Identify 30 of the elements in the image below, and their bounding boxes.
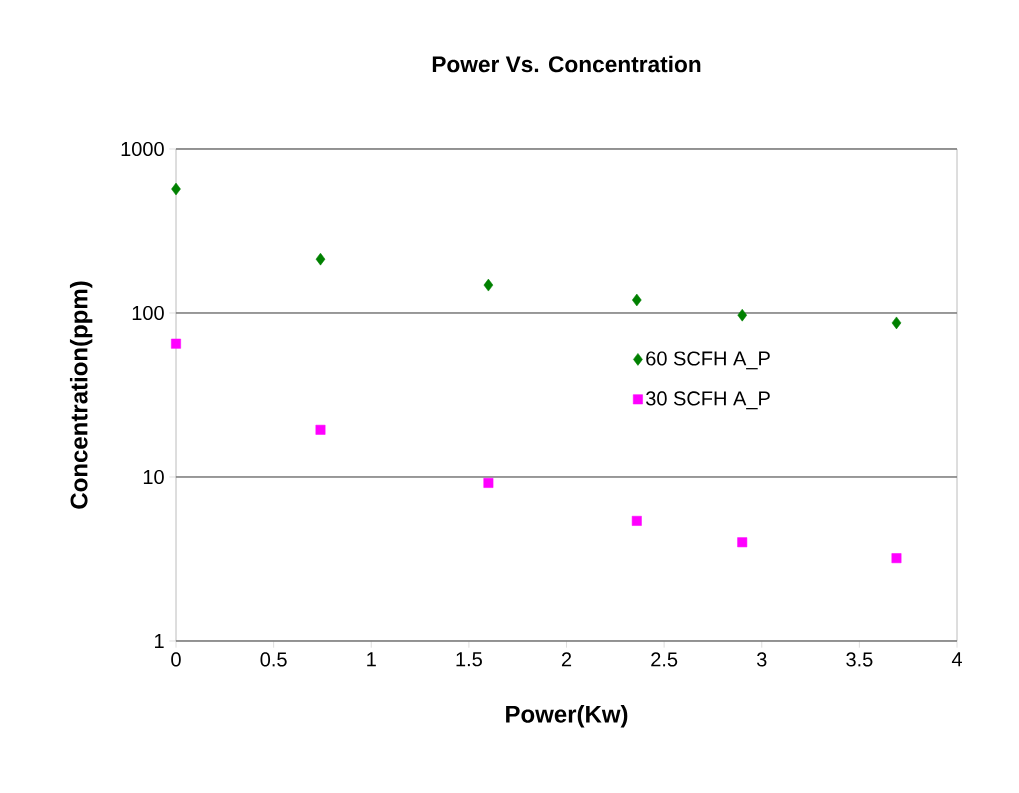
x-tick-label: 4 xyxy=(951,652,962,667)
y-tick-label: 1000 xyxy=(121,141,164,157)
point xyxy=(315,424,326,435)
x-tick-label: 0.5 xyxy=(260,652,287,667)
x-tick-label: 0 xyxy=(171,652,181,667)
point xyxy=(483,278,494,292)
y-tick-label: 10 xyxy=(143,469,164,485)
point xyxy=(171,338,181,349)
legend-label: 60 SCFH A_P xyxy=(646,351,770,370)
point xyxy=(737,537,748,548)
point xyxy=(632,293,642,307)
y-tick-label: 100 xyxy=(132,305,164,321)
point xyxy=(891,553,902,564)
point xyxy=(737,308,747,322)
chart-title: Power Vs. Concentration xyxy=(432,55,701,73)
x-tick-label: 3 xyxy=(756,652,767,667)
x-tick-label: 1.5 xyxy=(456,652,482,667)
x-tick-label: 2 xyxy=(561,652,572,667)
point xyxy=(483,478,494,488)
x-tick-label: 1 xyxy=(367,652,376,667)
x-tick-label: 3.5 xyxy=(846,652,873,667)
point xyxy=(315,252,326,266)
point xyxy=(891,316,902,330)
legend-label: 30 SCFH A_P xyxy=(646,391,770,410)
x-axis-title: Power(Kw) xyxy=(506,705,628,728)
y-tick-label: 1 xyxy=(155,634,164,648)
x-tick-label: 2.5 xyxy=(651,652,678,667)
point xyxy=(171,182,181,196)
point xyxy=(631,515,642,526)
y-axis-title: Concentration(ppm) xyxy=(69,281,93,509)
